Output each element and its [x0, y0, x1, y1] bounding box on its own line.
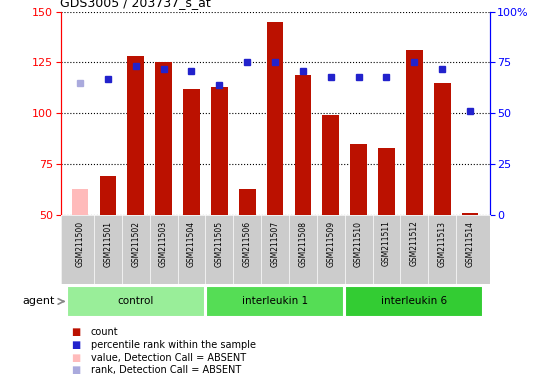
Bar — [378, 148, 395, 215]
Text: ■: ■ — [72, 340, 81, 350]
Text: GSM211507: GSM211507 — [271, 220, 279, 267]
Text: GSM211503: GSM211503 — [159, 220, 168, 267]
Bar — [100, 176, 116, 215]
Bar — [294, 74, 311, 215]
Text: percentile rank within the sample: percentile rank within the sample — [91, 340, 256, 350]
Text: value, Detection Call = ABSENT: value, Detection Call = ABSENT — [91, 353, 246, 362]
Bar — [183, 89, 200, 215]
Text: GSM211513: GSM211513 — [438, 220, 447, 266]
Text: GSM211500: GSM211500 — [75, 220, 85, 267]
Text: ■: ■ — [72, 327, 81, 337]
FancyBboxPatch shape — [345, 286, 483, 317]
Text: ■: ■ — [72, 353, 81, 362]
FancyBboxPatch shape — [206, 286, 344, 317]
Text: GSM211508: GSM211508 — [298, 220, 307, 266]
Text: GSM211512: GSM211512 — [410, 220, 419, 266]
Text: GDS3005 / 203737_s_at: GDS3005 / 203737_s_at — [60, 0, 211, 9]
Bar — [350, 144, 367, 215]
Text: GSM211502: GSM211502 — [131, 220, 140, 266]
Text: rank, Detection Call = ABSENT: rank, Detection Call = ABSENT — [91, 365, 241, 375]
Text: GSM211504: GSM211504 — [187, 220, 196, 267]
Bar — [461, 213, 478, 215]
Bar — [72, 189, 89, 215]
Text: count: count — [91, 327, 118, 337]
Bar — [267, 22, 283, 215]
Bar — [406, 50, 422, 215]
Text: ■: ■ — [72, 365, 81, 375]
Bar — [434, 83, 450, 215]
Text: GSM211501: GSM211501 — [103, 220, 112, 266]
Bar — [211, 87, 228, 215]
Text: interleukin 1: interleukin 1 — [242, 296, 308, 306]
Text: control: control — [118, 296, 154, 306]
Text: GSM211505: GSM211505 — [215, 220, 224, 267]
FancyBboxPatch shape — [67, 286, 205, 317]
Text: GSM211511: GSM211511 — [382, 220, 391, 266]
Text: GSM211510: GSM211510 — [354, 220, 363, 266]
Text: GSM211514: GSM211514 — [465, 220, 475, 266]
Bar — [155, 62, 172, 215]
Bar — [239, 189, 256, 215]
Text: GSM211509: GSM211509 — [326, 220, 335, 267]
Bar — [128, 56, 144, 215]
Bar — [322, 115, 339, 215]
Text: agent: agent — [23, 296, 55, 306]
Text: interleukin 6: interleukin 6 — [381, 296, 447, 306]
Text: GSM211506: GSM211506 — [243, 220, 252, 267]
